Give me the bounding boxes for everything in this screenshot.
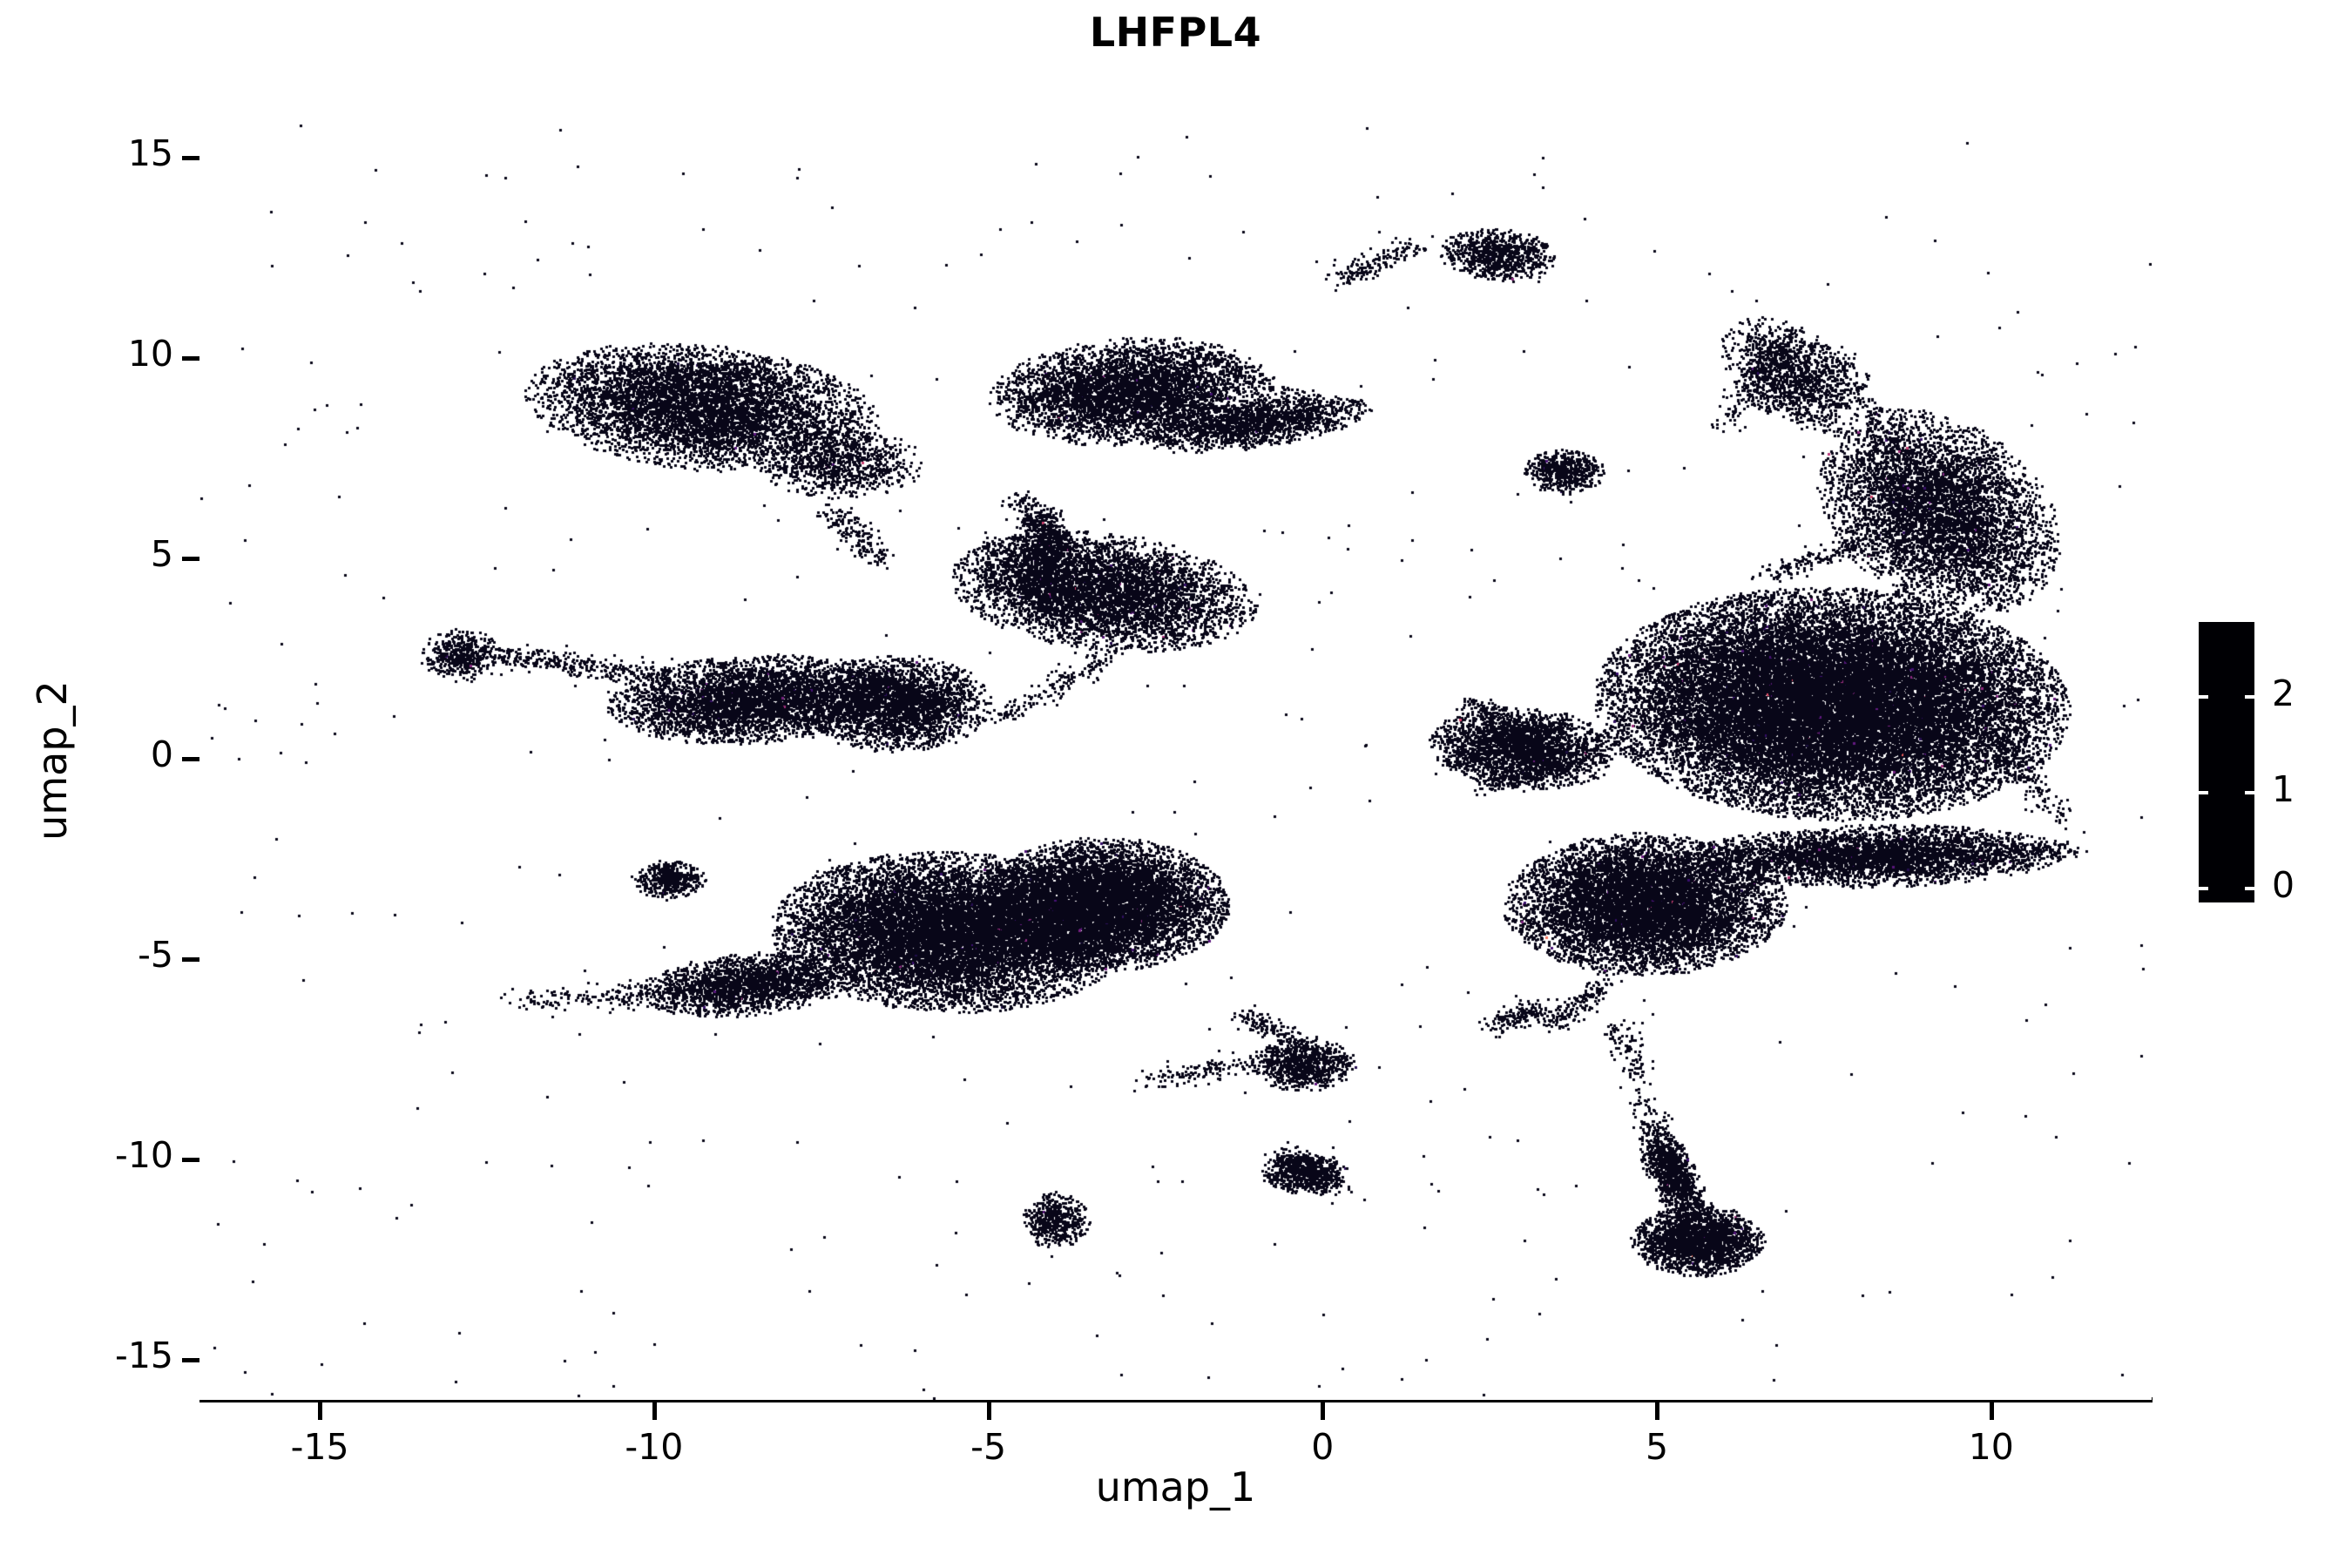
y-tick-label: -15 <box>115 1335 173 1376</box>
y-tick-mark <box>182 356 199 362</box>
y-axis-label: umap_2 <box>29 680 76 841</box>
y-tick-label: 10 <box>127 333 173 375</box>
colorbar-tick-label: 0 <box>2272 863 2295 906</box>
x-tick-mark <box>986 1402 991 1420</box>
y-tick-label: -10 <box>115 1134 173 1177</box>
y-tick-mark <box>182 1358 199 1362</box>
x-tick-label: -15 <box>290 1426 349 1468</box>
colorbar-tick-label: 1 <box>2272 767 2295 810</box>
x-tick-label: -10 <box>625 1426 684 1468</box>
y-tick-label: -5 <box>138 934 173 977</box>
y-tick-mark <box>182 957 199 963</box>
scatter-plot-canvas <box>199 122 2152 1400</box>
x-tick-label: 0 <box>1311 1426 1335 1468</box>
y-tick-mark <box>182 1158 199 1163</box>
x-axis-label: umap_1 <box>1095 1463 1256 1511</box>
colorbar-tick-mark <box>2245 790 2254 794</box>
x-axis-spine <box>199 1397 2153 1402</box>
colorbar-tick-mark <box>2245 886 2254 890</box>
y-tick-label: 15 <box>127 132 173 175</box>
page-title: LHFPL4 <box>1089 9 1262 56</box>
y-tick-label: 0 <box>150 733 173 776</box>
colorbar-gradient <box>2199 622 2254 902</box>
colorbar-tick-mark <box>2199 694 2208 699</box>
y-tick-label: 5 <box>150 533 173 576</box>
x-tick-mark <box>1655 1402 1660 1420</box>
x-tick-mark <box>318 1402 323 1420</box>
colorbar-tick-mark <box>2245 694 2254 699</box>
x-tick-label: 5 <box>1646 1426 1669 1468</box>
y-tick-mark <box>182 757 199 762</box>
x-tick-mark <box>1989 1402 1994 1420</box>
colorbar-tick-label: 2 <box>2272 672 2295 714</box>
colorbar-tick-mark <box>2199 790 2208 794</box>
x-tick-mark <box>1321 1402 1326 1420</box>
x-tick-label: -5 <box>970 1426 1007 1468</box>
y-tick-mark <box>182 156 199 161</box>
plot-area <box>199 122 2152 1400</box>
x-tick-label: 10 <box>1968 1426 2014 1468</box>
x-tick-mark <box>652 1402 657 1420</box>
y-tick-mark <box>182 557 199 562</box>
colorbar-tick-mark <box>2199 886 2208 890</box>
